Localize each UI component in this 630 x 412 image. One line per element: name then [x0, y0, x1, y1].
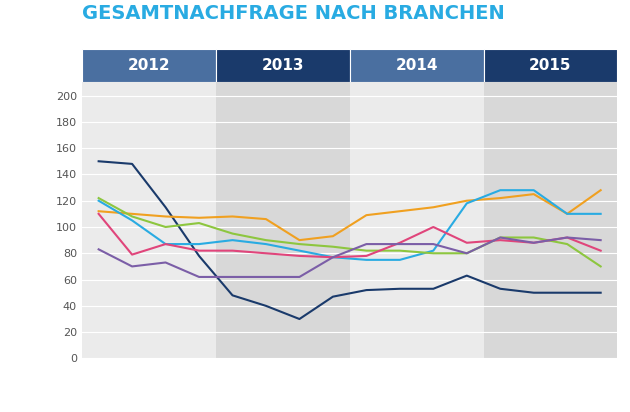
Bar [82, 49, 215, 82]
Text: GESAMTNACHFRAGE NACH BRANCHEN: GESAMTNACHFRAGE NACH BRANCHEN [82, 4, 505, 23]
Text: Q3: Q3 [158, 381, 173, 391]
Text: Q2: Q2 [392, 381, 407, 391]
Text: Q1: Q1 [359, 381, 374, 391]
Text: Q1: Q1 [91, 381, 106, 391]
Text: Q2: Q2 [258, 381, 273, 391]
Bar [484, 49, 617, 82]
Text: Q2: Q2 [526, 381, 541, 391]
Text: Q4: Q4 [593, 381, 608, 391]
Text: Q1: Q1 [493, 381, 508, 391]
Bar [215, 82, 350, 358]
Bar [350, 49, 484, 82]
Text: Q3: Q3 [292, 381, 307, 391]
Text: 2012: 2012 [127, 59, 170, 73]
Text: 2014: 2014 [396, 59, 438, 73]
Text: Q4: Q4 [459, 381, 474, 391]
Text: Q1: Q1 [225, 381, 240, 391]
Text: Nachfrage nach Branchen: Nachfrage nach Branchen [30, 152, 40, 288]
Bar [484, 82, 617, 358]
Text: 2015: 2015 [529, 59, 571, 73]
Text: 2013: 2013 [261, 59, 304, 73]
Bar [350, 82, 484, 358]
Text: Q4: Q4 [326, 381, 340, 391]
Text: Q3: Q3 [426, 381, 441, 391]
Bar [82, 82, 215, 358]
Text: Q2: Q2 [125, 381, 139, 391]
Text: Q4: Q4 [192, 381, 207, 391]
Bar [215, 49, 350, 82]
Text: Q3: Q3 [560, 381, 575, 391]
